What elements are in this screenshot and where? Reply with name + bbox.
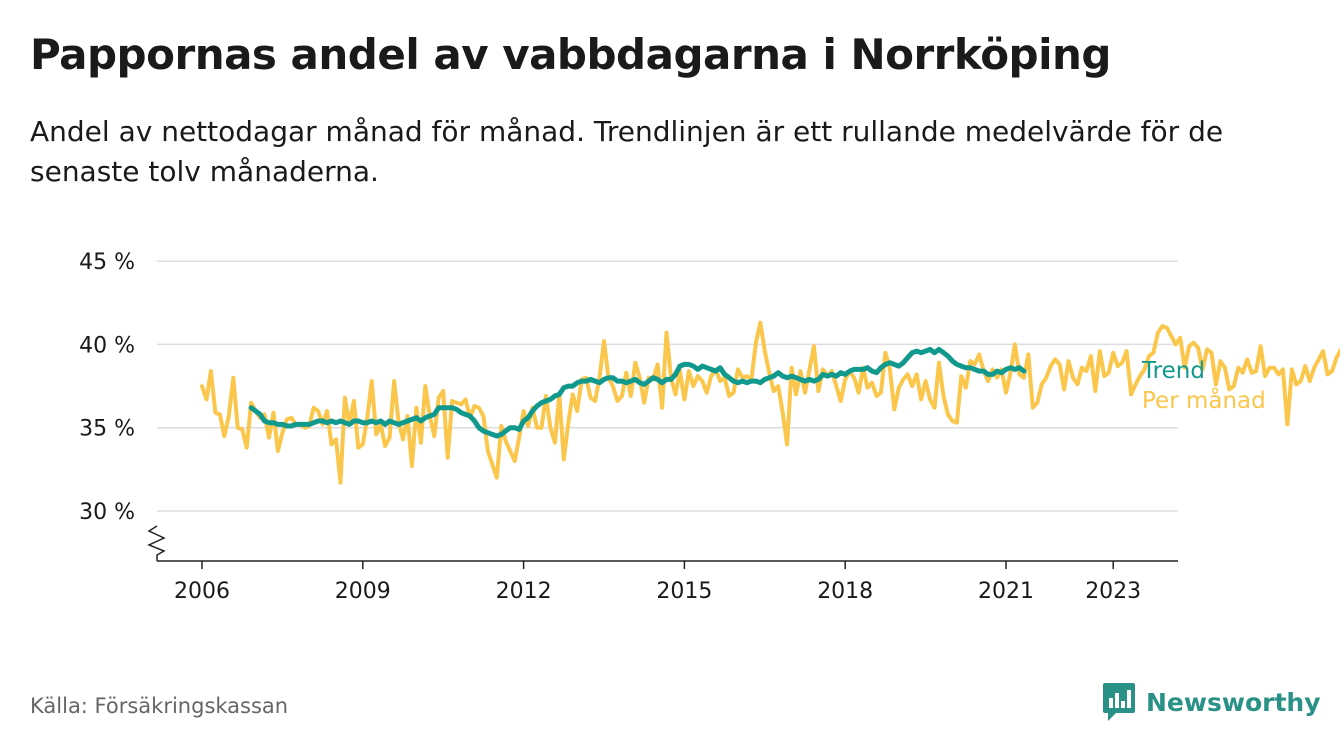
newsworthy-logo-icon xyxy=(1103,683,1135,721)
x-tick-label: 2021 xyxy=(978,579,1034,604)
gridlines xyxy=(157,260,1178,512)
x-tick-label: 2015 xyxy=(656,579,712,604)
x-tick-label: 2006 xyxy=(174,579,230,604)
x-axis xyxy=(147,525,1178,562)
chart-subtitle: Andel av nettodagar månad för månad. Tre… xyxy=(30,115,1224,188)
y-axis-tick-labels: 30 % 35 % 40 % 45 % xyxy=(79,250,135,525)
source-note: Källa: Försäkringskassan xyxy=(30,694,289,718)
y-tick-label: 30 % xyxy=(79,500,135,525)
y-tick-label: 45 % xyxy=(79,250,135,275)
series-label: Trend xyxy=(1141,358,1205,384)
chart-title: Pappornas andel av vabbdagarna i Norrköp… xyxy=(30,30,1111,79)
series-line-trend xyxy=(248,346,1027,439)
y-tick-label: 35 % xyxy=(79,417,135,442)
axis-break-icon xyxy=(147,525,166,561)
y-tick-label: 40 % xyxy=(79,333,135,358)
series-line-per-manad xyxy=(200,320,1340,485)
x-axis-tick-labels: 2006 2009 2012 2015 2018 2021 2023 xyxy=(174,561,1141,604)
x-tick-label: 2012 xyxy=(496,579,552,604)
brand-logo: Newsworthy xyxy=(1102,680,1321,724)
x-tick-label: 2018 xyxy=(817,579,873,604)
x-tick-label: 2023 xyxy=(1085,579,1141,604)
series-label: Per månad xyxy=(1142,386,1266,414)
brand-name: Newsworthy xyxy=(1146,687,1321,717)
series-lines xyxy=(200,320,1340,485)
x-tick-label: 2009 xyxy=(335,579,391,604)
